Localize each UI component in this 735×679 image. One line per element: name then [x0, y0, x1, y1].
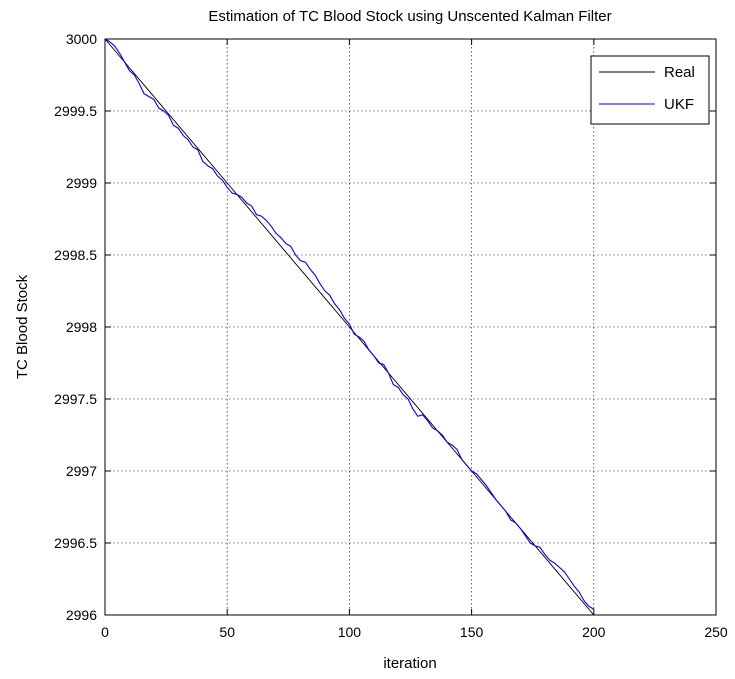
x-tick-labels: 0 50 100 150 200 250	[101, 624, 728, 640]
legend-label-ukf: UKF	[664, 96, 694, 113]
y-tick-label: 2999.5	[54, 103, 97, 119]
x-tick-label: 150	[460, 624, 484, 640]
axis-ticks	[104, 38, 717, 616]
legend-label-real: Real	[664, 64, 695, 81]
legend-box	[590, 55, 710, 125]
series-lines	[104, 38, 595, 616]
y-tick-label: 2996.5	[54, 535, 97, 551]
x-axis-label: iteration	[383, 655, 436, 672]
x-tick-label: 250	[704, 624, 728, 640]
y-tick-label: 3000	[66, 31, 97, 47]
y-tick-labels: 2996 2996.5 2997 2997.5 2998 2998.5 2999 2999.5…	[54, 31, 97, 623]
x-tick-label: 50	[219, 624, 235, 640]
y-tick-label: 2996	[66, 607, 97, 623]
x-tick-label: 0	[101, 624, 109, 640]
series-line-real	[104, 38, 595, 616]
grid-lines	[105, 39, 716, 615]
legend: Real UKF	[590, 55, 710, 125]
y-tick-label: 2999	[66, 175, 97, 191]
x-tick-label: 200	[582, 624, 606, 640]
chart-title: Estimation of TC Blood Stock using Unsce…	[208, 8, 611, 25]
y-tick-label: 2998	[66, 319, 97, 335]
x-tick-label: 100	[338, 624, 362, 640]
series-line-ukf	[104, 38, 595, 610]
y-axis-label: TC Blood Stock	[14, 274, 31, 379]
y-tick-label: 2998.5	[54, 247, 97, 263]
y-tick-label: 2997	[66, 463, 97, 479]
y-tick-label: 2997.5	[54, 391, 97, 407]
